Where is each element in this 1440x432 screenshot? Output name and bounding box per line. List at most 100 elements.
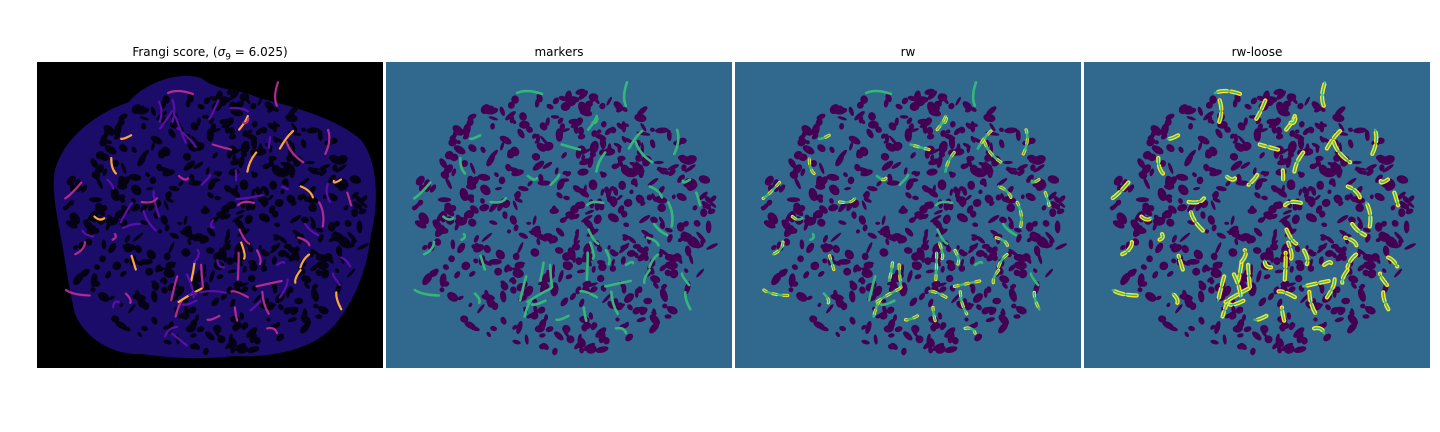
cell-blob: [526, 221, 532, 225]
cell-blob: [163, 339, 172, 345]
vessel-ridge: [124, 292, 132, 304]
cell-blob: [1175, 304, 1183, 314]
cell-blob: [794, 177, 801, 190]
marker-region: [809, 232, 816, 241]
panel-rw: rw: [735, 42, 1081, 368]
cell-blob: [253, 337, 261, 345]
marker-region: [1285, 228, 1297, 245]
cell-blob: [300, 322, 311, 334]
vessel-ridge: [64, 181, 83, 200]
cell-blob: [1332, 288, 1337, 298]
cell-blob: [249, 262, 258, 272]
cell-blob: [439, 273, 447, 287]
vessel-ridge: [325, 183, 332, 203]
cell-blob: [527, 180, 533, 187]
cell-blob: [706, 243, 718, 250]
cell-blob: [641, 229, 651, 237]
cell-blob: [1168, 162, 1174, 174]
cell-blob: [310, 264, 318, 272]
cell-blob: [830, 259, 841, 266]
vessel-ridge: [174, 115, 187, 144]
cell-blob: [442, 264, 449, 270]
marker-region: [1233, 273, 1242, 298]
cell-blob: [1292, 133, 1305, 141]
marker-region: [604, 249, 611, 266]
cell-blob: [1250, 97, 1258, 105]
marker-region: [1293, 151, 1304, 173]
cell-blob: [93, 264, 100, 270]
cell-blob: [1277, 106, 1289, 114]
cell-blob: [464, 321, 476, 330]
cell-blob: [865, 321, 872, 334]
cell-blob: [1338, 201, 1344, 207]
cell-blob: [1224, 126, 1231, 133]
cell-blob: [535, 233, 547, 241]
cell-blob: [901, 97, 909, 105]
cell-blob: [285, 288, 290, 298]
cell-blob: [266, 317, 271, 322]
marker-region: [944, 151, 955, 173]
cell-blob: [848, 135, 861, 145]
cell-blob: [804, 214, 811, 221]
vessel-ridge: [238, 228, 251, 245]
marker-region: [984, 141, 1002, 163]
cell-blob: [635, 154, 643, 162]
cell-blob: [970, 135, 976, 143]
cell-blob: [811, 123, 820, 137]
cell-blob: [186, 233, 198, 241]
cell-blob: [884, 233, 896, 241]
marker-region: [642, 268, 651, 284]
cell-blob: [207, 178, 216, 191]
cell-blob: [650, 275, 661, 284]
vessel-ridge: [208, 99, 220, 120]
cell-blob: [1333, 154, 1341, 162]
cell-blob: [859, 146, 869, 157]
cell-blob: [588, 179, 598, 191]
cell-blob: [1338, 122, 1345, 132]
cell-blob: [1274, 117, 1282, 124]
cell-blob: [439, 158, 448, 169]
cell-blob: [531, 152, 541, 161]
cell-blob: [616, 194, 623, 201]
cell-blob: [280, 189, 285, 195]
cell-blob: [429, 184, 437, 193]
cell-blob: [1228, 248, 1238, 257]
cell-blob: [847, 176, 855, 185]
cell-blob: [602, 293, 612, 304]
cell-blob: [517, 242, 524, 254]
cell-blob: [808, 187, 818, 202]
cell-blob: [1315, 158, 1322, 168]
cell-blob: [1391, 220, 1399, 227]
cell-blob: [1274, 269, 1284, 274]
marker-region: [875, 287, 901, 303]
cell-blob: [163, 324, 169, 330]
cell-blob: [1152, 221, 1158, 231]
cell-blob: [1348, 127, 1353, 132]
title-prefix: Frangi score, (: [132, 45, 218, 59]
cell-blob: [634, 113, 647, 123]
cell-blob: [886, 306, 895, 314]
cell-blob: [599, 102, 606, 110]
cell-blob: [1400, 203, 1410, 209]
cell-blob: [562, 252, 571, 261]
cell-blob: [483, 244, 491, 254]
cell-blob: [347, 243, 355, 249]
cell-blob: [162, 95, 170, 104]
marker-region: [526, 174, 539, 181]
vessel-ridge: [255, 249, 262, 266]
cell-blob: [677, 237, 684, 243]
cell-blob: [1298, 121, 1305, 128]
cell-blob: [1006, 203, 1015, 213]
cell-blob: [285, 113, 298, 123]
cell-blob: [278, 304, 284, 311]
cell-blob: [214, 195, 221, 201]
cell-blob: [1237, 122, 1246, 131]
cell-blob: [137, 297, 142, 306]
cell-blob: [649, 322, 660, 334]
cell-blob: [213, 252, 222, 261]
cell-blob: [102, 168, 108, 177]
cell-blob: [481, 232, 493, 242]
cell-blob: [1302, 186, 1308, 194]
cell-blob: [1375, 237, 1382, 243]
cell-blob: [788, 273, 796, 287]
